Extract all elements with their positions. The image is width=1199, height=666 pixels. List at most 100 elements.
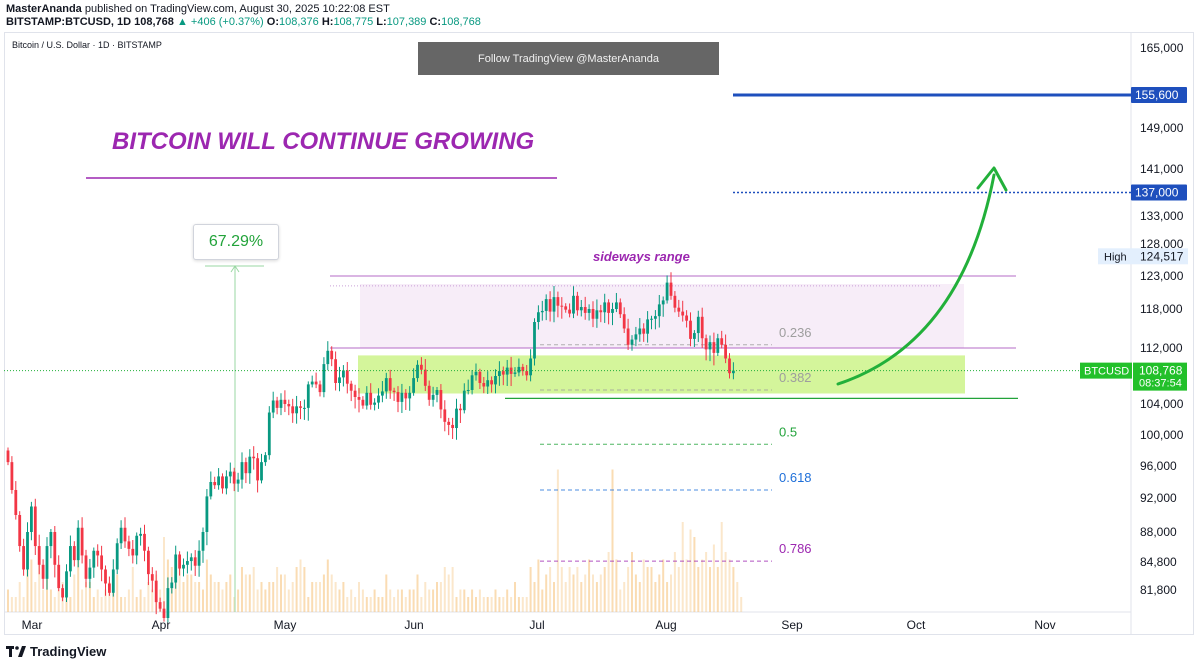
headline-text: BITCOIN WILL CONTINUE GROWING — [112, 128, 535, 155]
volume-bar — [623, 582, 626, 612]
candle-body — [318, 384, 322, 393]
candle-body — [618, 302, 622, 315]
candle-body — [704, 338, 708, 350]
candle-body — [6, 450, 10, 463]
candle-body — [123, 527, 127, 542]
close-value: 108,768 — [441, 16, 481, 28]
volume-bar — [666, 582, 669, 612]
candle-body — [451, 424, 454, 429]
candle-body — [712, 342, 716, 353]
candle-body — [115, 543, 119, 570]
candle-body — [439, 390, 443, 410]
candle-body — [119, 527, 123, 544]
volume-bar — [315, 582, 318, 612]
candle-body — [18, 515, 22, 547]
volume-bar — [69, 597, 72, 612]
candle-body — [72, 546, 76, 561]
fib-label: 0.786 — [779, 541, 812, 556]
candle-body — [661, 300, 665, 305]
volume-bar — [354, 597, 357, 612]
volume-bar — [658, 574, 661, 612]
volume-bar — [517, 597, 520, 612]
sideways-range-label: sideways range — [593, 249, 690, 264]
candle-body — [579, 307, 583, 311]
volume-bar — [49, 589, 52, 612]
month-label: Nov — [1034, 618, 1055, 632]
volume-bar — [34, 582, 37, 612]
candle-body — [26, 532, 29, 570]
fib-label: 0.236 — [779, 325, 812, 340]
price-tick-label: 133,000 — [1140, 209, 1184, 223]
fib-label: 0.618 — [779, 470, 812, 485]
volume-bar — [276, 567, 279, 612]
volume-bar — [365, 597, 368, 612]
change-value: +406 (+0.37%) — [190, 16, 264, 28]
volume-bar — [615, 559, 618, 612]
chart-frame — [4, 32, 1194, 635]
volume-bar — [241, 567, 243, 612]
volume-bar — [529, 567, 532, 612]
candle-body — [248, 456, 252, 474]
countdown-value: 08:37:54 — [1139, 378, 1182, 390]
volume-bar — [85, 582, 87, 612]
candle-body — [435, 390, 439, 395]
symbol-title: Bitcoin / U.S. Dollar · 1D · BITSTAMP — [12, 40, 162, 50]
volume-bar — [720, 522, 723, 612]
volume-bar — [627, 567, 630, 612]
volume-bar — [127, 589, 130, 612]
candle-body — [232, 471, 236, 484]
candle-body — [84, 555, 88, 579]
candle-body — [501, 371, 505, 375]
candle-body — [494, 376, 497, 385]
candle-body — [334, 359, 337, 383]
tradingview-logo-text: TradingView — [30, 644, 107, 659]
candle-body — [700, 316, 704, 339]
price-tick-label: 81,800 — [1140, 583, 1177, 597]
candle-body — [49, 532, 53, 547]
volume-bar — [545, 574, 548, 612]
volume-bar — [346, 597, 349, 612]
candle-body — [615, 302, 618, 309]
candle-body — [587, 309, 591, 313]
candle-body — [560, 305, 564, 307]
author-name[interactable]: MasterAnanda — [6, 3, 82, 15]
price-tick-label: 88,000 — [1140, 525, 1177, 539]
candle-body — [76, 527, 80, 561]
target-price-label: 155,600 — [1135, 88, 1179, 102]
candle-body — [572, 295, 575, 314]
tradingview-logo[interactable]: TradingView — [6, 644, 106, 659]
volume-bar — [100, 597, 103, 612]
candle-body — [513, 372, 517, 374]
volume-bar — [611, 469, 614, 612]
volume-bar — [631, 552, 633, 612]
volume-bar — [350, 589, 353, 612]
candle-body — [154, 580, 158, 603]
candle-body — [696, 316, 700, 334]
volume-bar — [412, 589, 415, 612]
candle-body — [174, 554, 178, 583]
volume-bar — [689, 529, 692, 612]
volume-bar — [14, 597, 17, 612]
candle-body — [466, 390, 470, 391]
candle-body — [338, 377, 341, 383]
open-value: 108,376 — [279, 16, 319, 28]
volume-bar — [506, 589, 509, 612]
volume-bar — [638, 582, 641, 612]
candle-body — [540, 310, 544, 313]
target-price-tag — [1131, 87, 1187, 103]
volume-bar — [256, 589, 259, 612]
candle-body — [182, 564, 185, 569]
volume-bar — [233, 597, 236, 612]
candle-body — [693, 333, 696, 339]
volume-bar — [572, 574, 575, 612]
volume-bar — [104, 589, 107, 612]
volume-bar — [447, 574, 450, 612]
volume-bar — [510, 597, 513, 612]
volume-bar — [533, 582, 536, 612]
candle-body — [568, 309, 571, 314]
candle-body — [552, 297, 556, 312]
candle-body — [69, 546, 72, 572]
volume-bar — [564, 582, 567, 612]
volume-bar — [498, 597, 501, 612]
